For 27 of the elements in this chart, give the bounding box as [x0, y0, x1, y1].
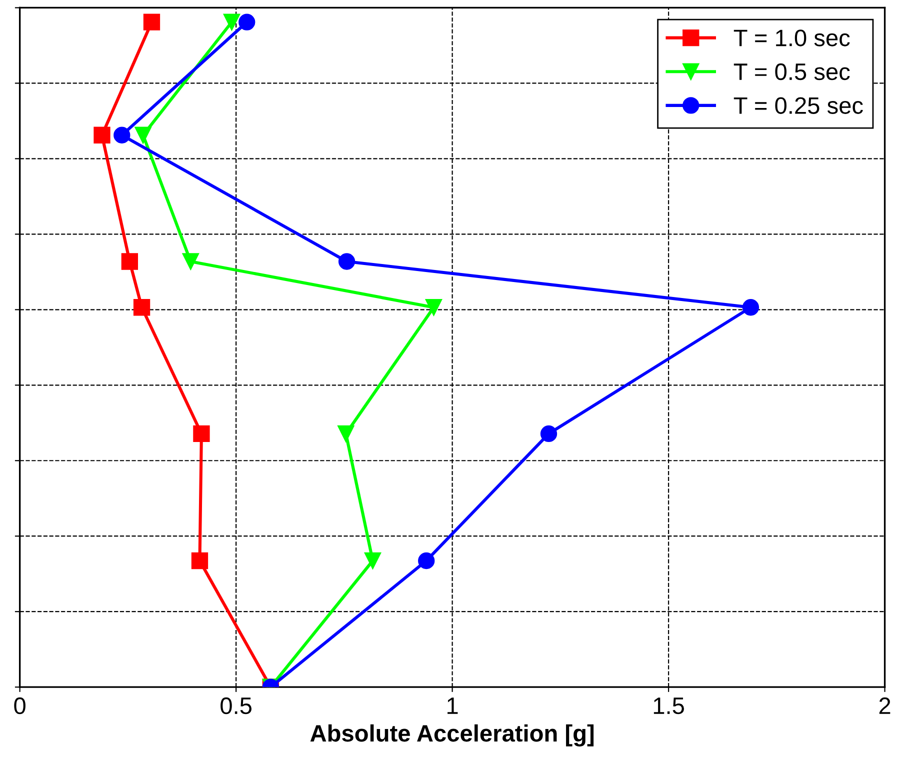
point — [364, 552, 382, 570]
x-tick-label: 1.5 — [654, 698, 684, 714]
x-tick-label: 2 — [879, 697, 890, 714]
point — [94, 126, 110, 144]
point — [121, 253, 138, 270]
point — [418, 552, 435, 570]
point — [182, 253, 199, 270]
point — [133, 299, 150, 316]
x-tick-label: 0.5 — [220, 697, 252, 714]
point — [191, 552, 208, 570]
point — [338, 425, 354, 442]
point — [238, 14, 256, 30]
x-tick-label: 1 — [448, 698, 458, 714]
x-tick-label: 0 — [14, 697, 26, 714]
legend-label: T = 1.0 sec — [734, 30, 850, 46]
x-axis-title: Absolute Acceleration [g] — [310, 724, 594, 746]
point — [223, 14, 240, 30]
point — [338, 253, 356, 270]
point — [540, 425, 558, 442]
legend-label: T = 0.25 sec — [734, 97, 863, 114]
point — [134, 126, 152, 144]
point — [143, 14, 160, 30]
point — [114, 126, 130, 144]
point — [425, 299, 442, 316]
legend-label: T = 0.5 sec — [734, 63, 850, 80]
point — [193, 425, 210, 442]
point — [742, 299, 760, 316]
